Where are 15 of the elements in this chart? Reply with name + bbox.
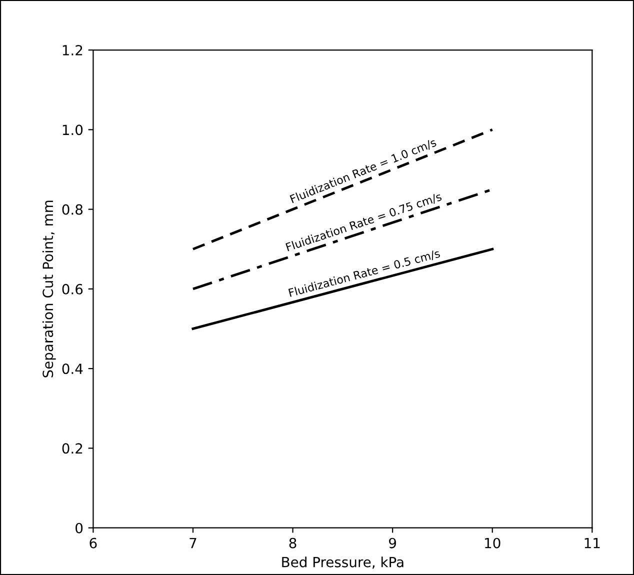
y-tick-label: 0.6 [62,284,83,294]
x-tick-label: 9 [389,538,396,548]
y-tick-label: 1.0 [62,124,83,136]
y-axis-title: Separation Cut Point, mm [42,200,56,378]
y-tick-label: 0.8 [62,204,83,215]
x-tick-label: 8 [289,538,296,548]
x-tick-label: 7 [190,538,196,548]
x-tick-label: 6 [90,538,97,548]
y-tick-label: 1.2 [62,44,82,56]
x-tick-label: 10 [485,538,500,548]
x-tick-label: 11 [584,538,600,548]
y-tick-label: 0 [76,522,83,534]
x-axis-title: Bed Pressure, kPa [282,556,404,569]
y-tick-label: 0.4 [62,364,83,374]
y-tick-label: 0.2 [62,443,82,454]
